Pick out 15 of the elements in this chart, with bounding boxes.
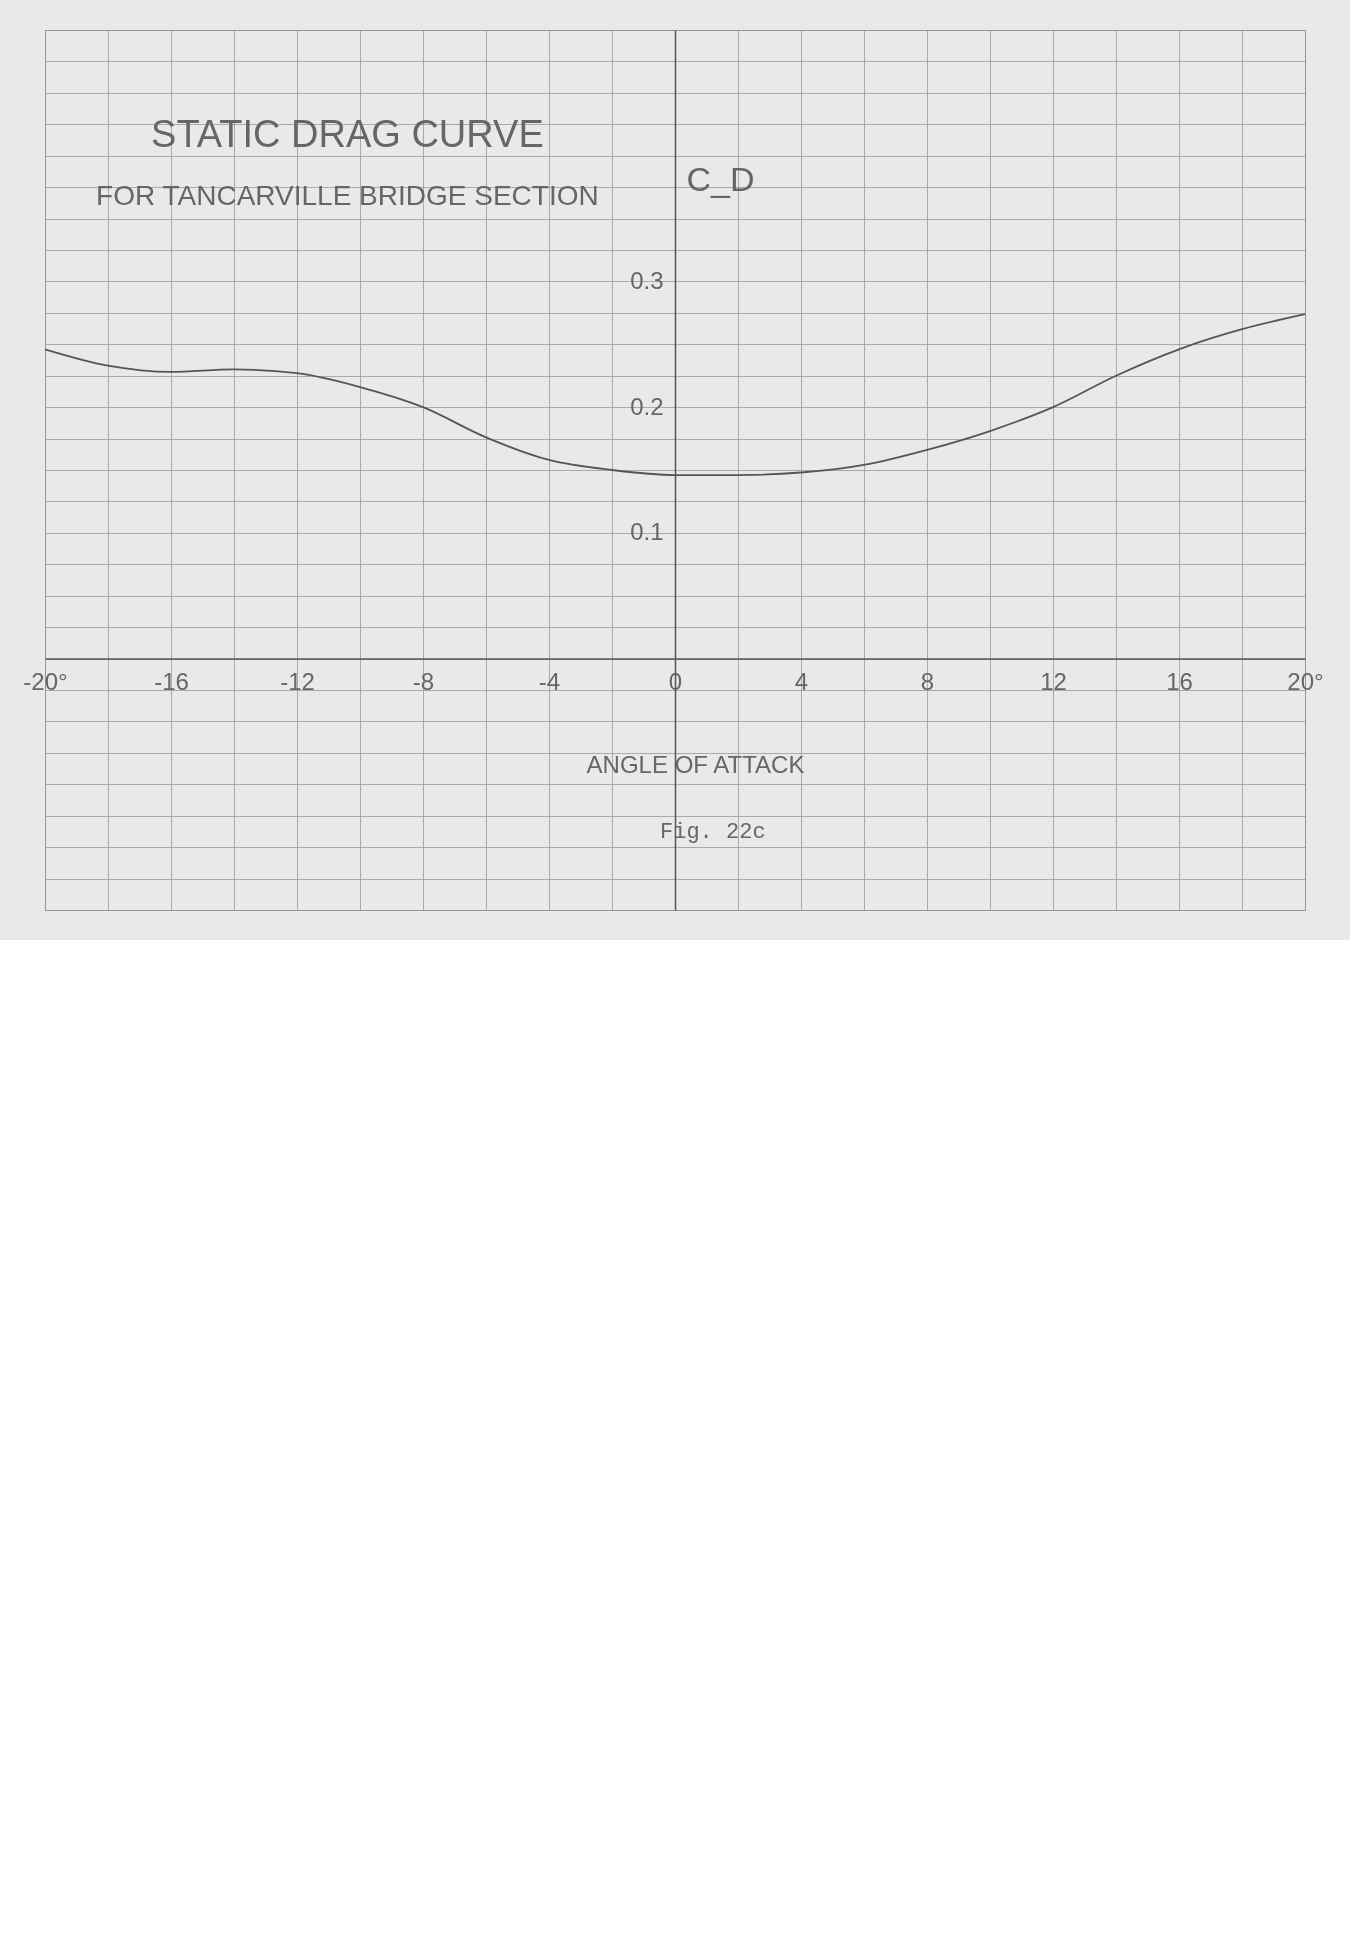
y-tick-label: 0.1 [630, 518, 664, 546]
x-tick-label: 16 [1166, 668, 1193, 696]
text: FOR TANCARVILLE BRIDGE SECTION [96, 180, 599, 212]
x-tick-label: 12 [1040, 668, 1067, 696]
x-tick-label: -12 [280, 668, 315, 696]
x-tick-label: -8 [412, 668, 435, 696]
x-tick-label: 4 [794, 668, 809, 696]
x-tick-label: 8 [920, 668, 935, 696]
y-tick-label: 0.3 [630, 266, 664, 294]
x-tick-label: -16 [154, 668, 189, 696]
y-axis-title: C_D [686, 160, 755, 199]
x-axis-title: ANGLE OF ATTACK [586, 751, 805, 779]
y-tick-label: 0.2 [630, 392, 664, 420]
text: STATIC DRAG CURVE [151, 112, 544, 155]
x-tick-label: -4 [538, 668, 561, 696]
